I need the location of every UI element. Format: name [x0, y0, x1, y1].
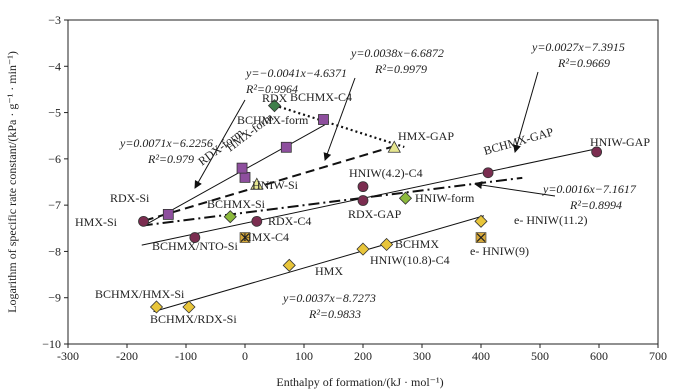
data-points	[138, 99, 603, 314]
x-tick-label: -200	[116, 349, 138, 363]
y-tick-label: −4	[48, 59, 61, 73]
fit-equation: y=0.0038x−6.6872	[350, 46, 444, 60]
point-label: HMX-GAP	[398, 129, 454, 143]
square-marker	[239, 171, 251, 183]
point-label: HNIW-GAP	[590, 135, 650, 149]
fit-line	[144, 124, 325, 226]
fit-line	[141, 176, 523, 227]
diamond-marker	[149, 300, 164, 314]
diamond-marker	[223, 210, 237, 224]
fit-r-squared: R²=0.9833	[308, 307, 361, 321]
fit-equations: y=−0.0041x−4.6371 R²=0.9964 y=0.0071x−6.22…	[119, 40, 637, 321]
square-marker	[280, 141, 292, 153]
fit-equation: y=0.0037x−8.7273	[282, 291, 376, 305]
x-tick-label: 300	[413, 349, 431, 363]
point-label: BCHMX/RDX-Si	[150, 312, 237, 326]
fit-r-squared: R²=0.9669	[557, 56, 610, 70]
triangle-marker	[387, 140, 401, 153]
fit-equation: y=0.0027x−7.3915	[531, 40, 625, 54]
point-label: BCHMX/HMX-Si	[95, 287, 185, 301]
point-label: RDX	[262, 91, 288, 105]
point-label: BCHMX-form	[237, 113, 309, 127]
y-tick-label: −7	[48, 198, 61, 212]
circle-marker	[357, 195, 369, 206]
point-label: BCHMX-C4	[290, 90, 352, 104]
x-tick-label: -300	[57, 349, 79, 363]
fit-r-squared: R²=0.8994	[569, 198, 622, 212]
x-tick-label: -100	[175, 349, 197, 363]
arrow	[513, 71, 539, 153]
diamond-marker	[182, 300, 196, 314]
diamond-marker	[380, 237, 394, 252]
x-tick-label: 100	[295, 349, 313, 363]
point-label: RDX-C4	[268, 214, 311, 228]
x-tick-label: 0	[242, 349, 248, 363]
point-label: HNIW-form	[415, 191, 475, 205]
diamond-marker	[282, 258, 296, 272]
x-tick-label: 500	[531, 349, 549, 363]
y-tick-label: −5	[48, 106, 61, 120]
arrow	[194, 99, 246, 189]
axis-ticks: -300 -200 -100 0 100 200 300 400 500 600 700 −10 −9 −…	[42, 13, 667, 363]
point-label: HMX-Si	[75, 215, 118, 229]
x-tick-label: 400	[472, 349, 490, 363]
fit-r-squared: R²=0.979	[147, 152, 194, 166]
arrow	[323, 77, 356, 161]
point-label: e- HNIW(11.2)	[514, 213, 588, 227]
x-marker-cross	[240, 233, 250, 242]
triangle-marker	[250, 177, 264, 190]
fit-line	[144, 143, 400, 222]
x-axis-label: Enthalpy of formation/(kJ · mol⁻¹)	[276, 375, 443, 389]
circle-marker	[591, 146, 603, 158]
square-marker	[318, 114, 329, 125]
x-tick-label: 700	[649, 349, 667, 363]
arrow	[474, 181, 556, 197]
fit-equation: y=0.0016x−7.1617	[542, 182, 637, 196]
fit-r-squared: R²=0.9964	[245, 82, 298, 96]
point-label: BCHMX-Si	[207, 197, 266, 211]
x-marker-cross	[476, 233, 486, 242]
y-tick-label: −10	[42, 337, 61, 351]
square-marker	[236, 162, 248, 174]
point-label: HMX	[315, 264, 343, 278]
point-label: RDX-Si	[110, 191, 150, 205]
y-tick-label: −9	[48, 291, 61, 305]
point-label: BCHMX/NTO-Si	[152, 239, 238, 253]
point-label: HNIW(4.2)-C4	[349, 166, 423, 180]
diamond-marker	[356, 242, 370, 256]
circle-marker	[138, 215, 149, 227]
fit-line	[141, 147, 600, 246]
equation-arrows	[194, 71, 556, 197]
y-tick-label: −8	[48, 244, 61, 258]
point-label: RDX-GAP	[348, 207, 402, 221]
point-label: BCHMX	[395, 237, 439, 251]
fit-lines	[141, 104, 600, 313]
point-label: HNIW-Si	[252, 178, 299, 192]
point-label: BCHMX-GAP	[482, 124, 555, 157]
x-tick-label: 600	[590, 349, 608, 363]
diamond-marker	[474, 214, 488, 228]
point-label: HMX-C4	[243, 230, 289, 244]
fit-r-squared: R²=0.9979	[374, 62, 427, 76]
fit-equation: y=−0.0041x−4.6371	[245, 66, 347, 80]
diamond-marker	[267, 99, 282, 113]
circle-marker	[357, 181, 369, 193]
y-axis-label: Logarithm of specific rate constant/(kPa…	[5, 51, 19, 313]
fit-line	[153, 215, 485, 313]
point-label: e- HNIW(9)	[470, 244, 529, 258]
y-tick-label: −3	[48, 13, 61, 27]
x-tick-label: 200	[354, 349, 372, 363]
circle-marker	[189, 232, 201, 243]
diamond-marker	[398, 191, 413, 205]
circle-marker	[251, 215, 263, 227]
fit-equation: y=0.0071x−6.2256	[119, 136, 213, 150]
circle-marker	[482, 167, 494, 179]
y-tick-label: −6	[48, 152, 61, 166]
square-marker	[162, 208, 174, 220]
point-label: HNIW(10.8)-C4	[370, 253, 450, 267]
